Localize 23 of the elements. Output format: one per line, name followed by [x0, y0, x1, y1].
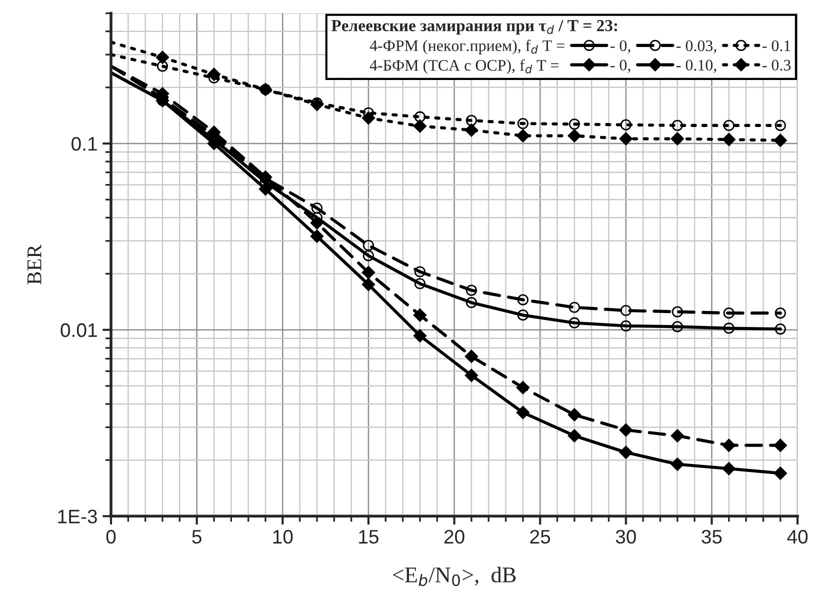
legend-label: - 0.1 [762, 40, 790, 52]
y-axis-title: BER [28, 244, 42, 284]
x-tick-label: 40 [787, 530, 808, 544]
legend-label: - 0.10, [676, 60, 716, 73]
legend-title: Релеевские замирания при τ$_{d}$ / T = 23: [331, 20, 618, 35]
x-tick-label: 15 [359, 530, 378, 544]
y-tick-label: 1E-3 [58, 510, 97, 524]
legend-label: - 0.3 [762, 60, 791, 71]
y-tick-label: 0.01 [60, 323, 97, 338]
legend-label: - 0, [610, 60, 630, 73]
x-tick-label: 30 [616, 530, 636, 544]
x-tick-label: 5 [192, 530, 202, 544]
x-tick-label: 20 [444, 530, 464, 544]
x-tick-label: 35 [702, 530, 722, 544]
x-tick-label: 10 [273, 530, 293, 544]
legend-label: - 0.03, [676, 40, 716, 54]
y-tick-label: 0.1 [72, 136, 97, 151]
x-axis-title: <E$_{b}$/N$_{0}$>, dB [392, 566, 516, 586]
x-tick-label: 0 [106, 530, 116, 544]
legend-label: - 0, [610, 40, 630, 54]
annotation: 4-БФМ (ТСА с ОСР), f$_{d}$ T = [370, 59, 558, 74]
annotation: 4-ФРМ (неког.прием), f$_{d}$ T = [370, 40, 564, 54]
x-tick-label: 25 [530, 530, 550, 544]
